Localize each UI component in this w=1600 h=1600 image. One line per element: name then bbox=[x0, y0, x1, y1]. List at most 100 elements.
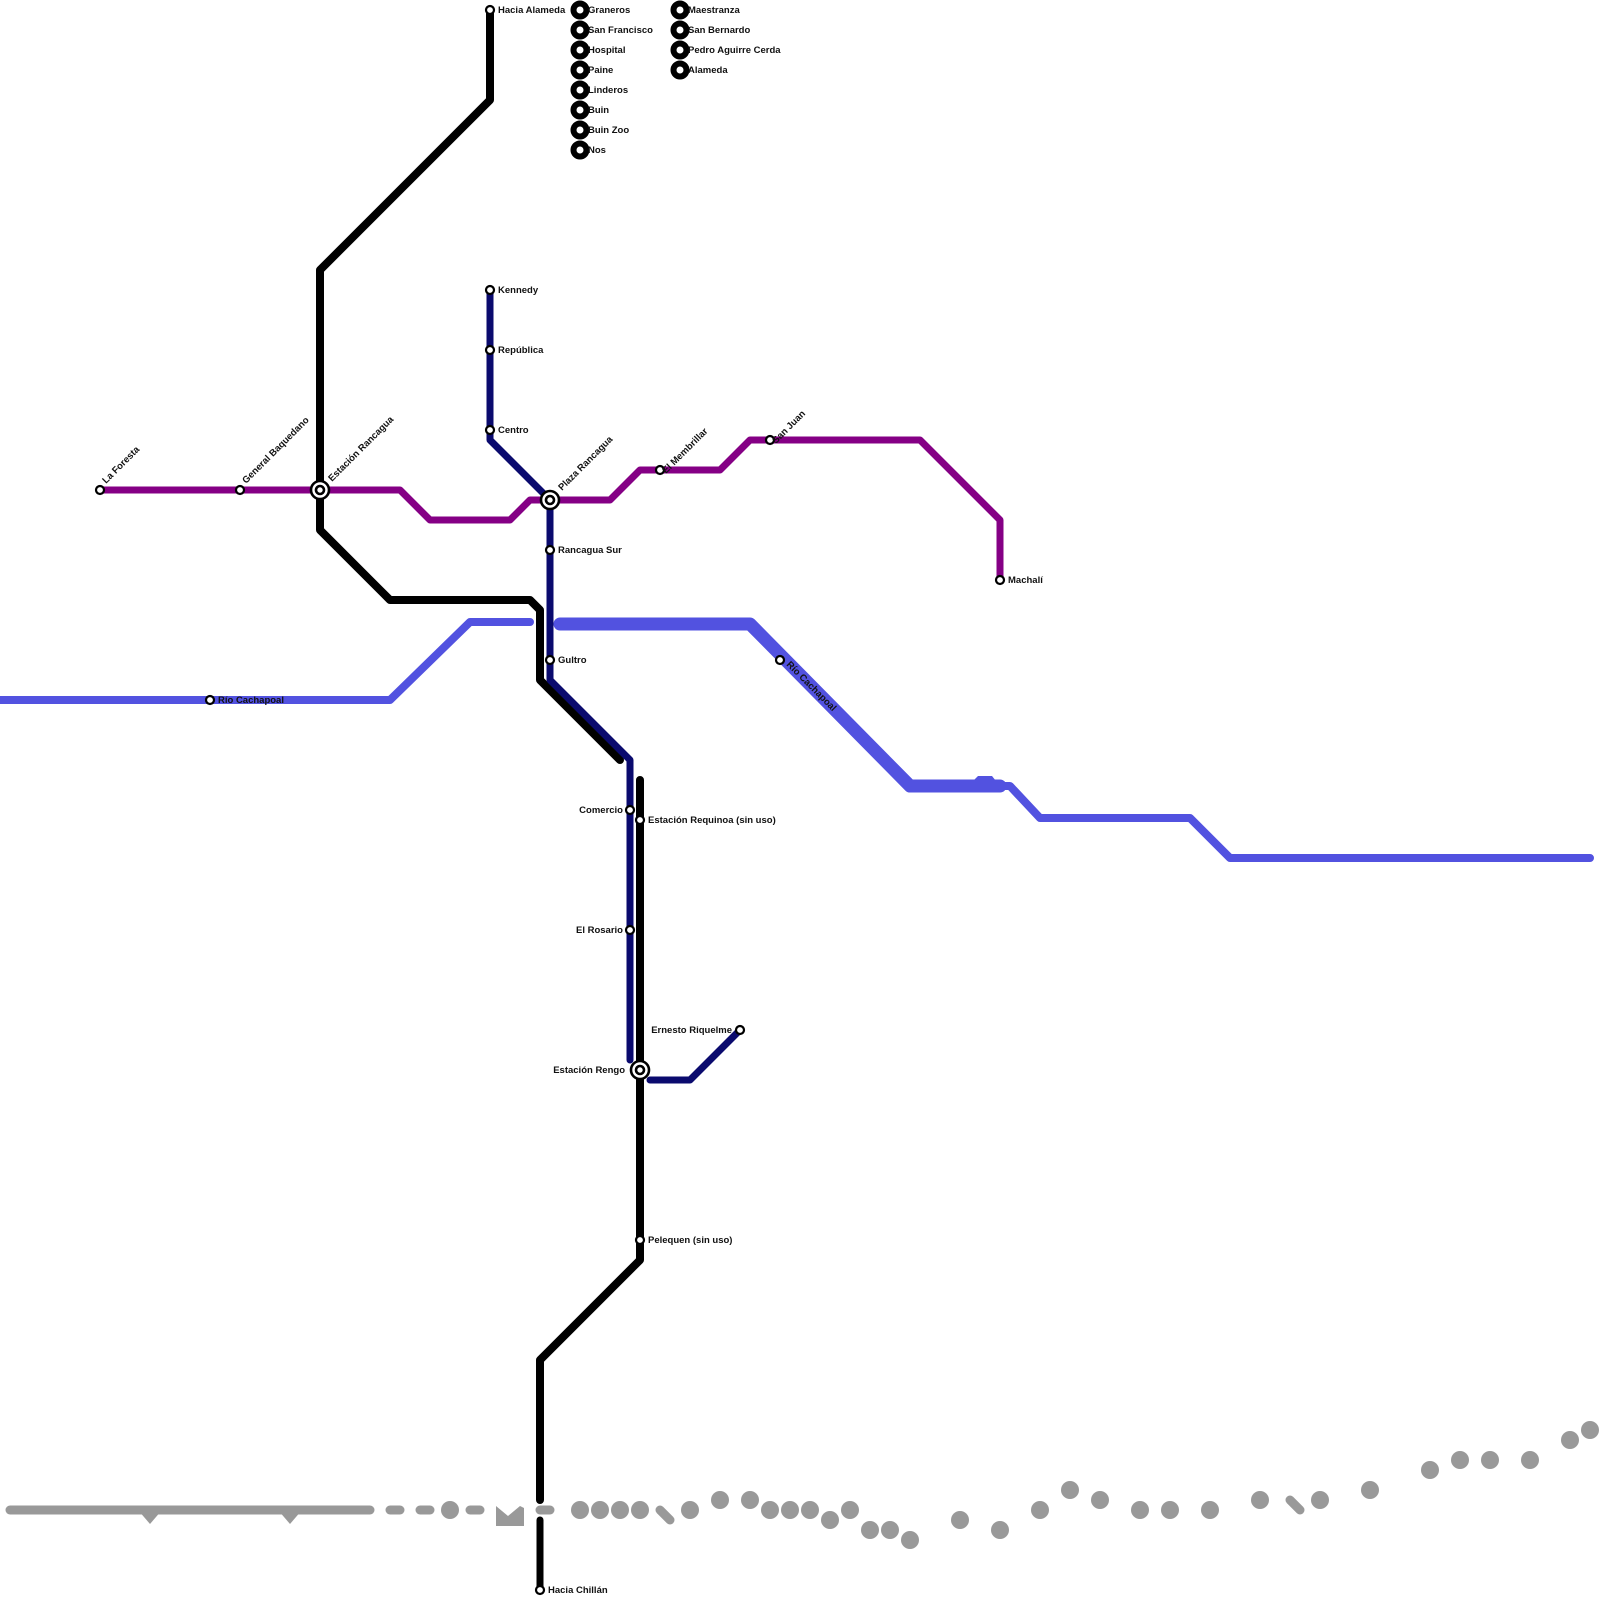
station-el-rosario bbox=[624, 924, 636, 936]
grey-dot bbox=[761, 1501, 779, 1519]
grey-dot bbox=[901, 1531, 919, 1549]
interchange-core bbox=[544, 494, 556, 506]
grey-dot bbox=[1031, 1501, 1049, 1519]
grey-dot bbox=[591, 1501, 609, 1519]
label-comercio: Comercio bbox=[579, 805, 623, 816]
grey-dash bbox=[1285, 1495, 1305, 1515]
label-general-baquedano: General Baquedano bbox=[240, 415, 311, 486]
grey-dash bbox=[655, 1505, 675, 1525]
grey-dot bbox=[1311, 1491, 1329, 1509]
station-list-a bbox=[570, 0, 590, 20]
station-rancagua-sur bbox=[544, 544, 556, 556]
big-station-dot bbox=[578, 68, 582, 72]
station-list-a bbox=[570, 100, 590, 120]
big-station-dot bbox=[678, 68, 682, 72]
station-kennedy bbox=[484, 284, 496, 296]
big-station-dot bbox=[578, 148, 582, 152]
grey-dot bbox=[861, 1521, 879, 1539]
label-hacia-alameda: Hacia Alameda bbox=[498, 5, 566, 16]
grey-dot bbox=[681, 1501, 699, 1519]
grey-dot bbox=[1421, 1461, 1439, 1479]
grey-dot bbox=[1251, 1491, 1269, 1509]
station-list-a bbox=[570, 40, 590, 60]
label-estacion-rengo: Estación Rengo bbox=[553, 1065, 625, 1076]
big-station-dot bbox=[678, 8, 682, 12]
station-machali bbox=[994, 574, 1006, 586]
label-buin-zoo: Buin Zoo bbox=[588, 125, 629, 136]
label-buin: Buin bbox=[588, 105, 609, 116]
grey-dot bbox=[821, 1511, 839, 1529]
big-station-dot bbox=[578, 28, 582, 32]
interchange-core bbox=[314, 484, 326, 496]
label-estacion-requinoa: Estación Requinoa (sin uso) bbox=[648, 815, 776, 826]
station-list-a bbox=[570, 60, 590, 80]
station-san-juan bbox=[764, 434, 776, 446]
label-san-bernardo: San Bernardo bbox=[688, 25, 750, 36]
river-islet bbox=[968, 776, 1000, 786]
station-list-a bbox=[570, 120, 590, 140]
station-republica bbox=[484, 344, 496, 356]
big-station-dot bbox=[578, 128, 582, 132]
station-rio-cachapoal-west bbox=[204, 694, 216, 706]
grey-decoration bbox=[5, 1421, 1599, 1549]
grey-dot bbox=[881, 1521, 899, 1539]
big-station-dot bbox=[678, 28, 682, 32]
station-list-b bbox=[670, 0, 690, 20]
station-list-a bbox=[570, 80, 590, 100]
label-estacion-rancagua: Estación Rancagua bbox=[326, 414, 396, 484]
label-graneros: Graneros bbox=[588, 5, 630, 16]
interchange-core bbox=[634, 1064, 646, 1076]
grey-dot bbox=[1091, 1491, 1109, 1509]
label-rancagua-sur: Rancagua Sur bbox=[558, 545, 622, 556]
station-list-a bbox=[570, 20, 590, 40]
label-hacia-chillan: Hacia Chillán bbox=[548, 1585, 608, 1596]
station-hacia-chillan bbox=[534, 1584, 546, 1596]
label-san-francisco: San Francisco bbox=[588, 25, 653, 36]
big-station-dot bbox=[578, 48, 582, 52]
grey-dot bbox=[611, 1501, 629, 1519]
label-pelequen: Pelequen (sin uso) bbox=[648, 1235, 732, 1246]
grey-dot bbox=[841, 1501, 859, 1519]
label-rio-cachapoal-east: Río Cachapoal bbox=[784, 659, 838, 713]
railway-black-line bbox=[316, 6, 644, 1594]
label-la-foresta: La Foresta bbox=[100, 444, 142, 486]
station-centro bbox=[484, 424, 496, 436]
grey-dot bbox=[1161, 1501, 1179, 1519]
label-rio-cachapoal-west: Río Cachapoal bbox=[218, 695, 284, 706]
label-maestranza: Maestranza bbox=[688, 5, 740, 16]
station-rio-cachapoal-east bbox=[774, 654, 786, 666]
grey-dot bbox=[1361, 1481, 1379, 1499]
grey-dot bbox=[631, 1501, 649, 1519]
grey-notch bbox=[278, 1510, 302, 1524]
label-alameda: Alameda bbox=[688, 65, 728, 76]
grey-dot bbox=[1481, 1451, 1499, 1469]
river-east-segment bbox=[553, 617, 1007, 793]
station-estacion-rancagua bbox=[309, 479, 331, 501]
grey-dot bbox=[1061, 1481, 1079, 1499]
navy-line-path bbox=[486, 286, 634, 1064]
grey-dot bbox=[741, 1491, 759, 1509]
navy-line-branch bbox=[646, 1026, 744, 1084]
grey-dot bbox=[801, 1501, 819, 1519]
grey-dot bbox=[441, 1501, 459, 1519]
label-ernesto-riquelme: Ernesto Riquelme bbox=[651, 1025, 732, 1036]
purple-line-path bbox=[96, 436, 1004, 584]
grey-dot bbox=[1131, 1501, 1149, 1519]
stations bbox=[94, 0, 1006, 1596]
label-paine: Paine bbox=[588, 65, 613, 76]
grey-block bbox=[496, 1506, 524, 1526]
grey-dot bbox=[1521, 1451, 1539, 1469]
station-labels: Hacia Alameda Graneros San Francisco Hos… bbox=[100, 5, 1043, 1596]
river-cachapoal bbox=[0, 617, 1594, 862]
label-el-rosario: El Rosario bbox=[576, 925, 623, 936]
river-east-continuation bbox=[996, 782, 1594, 862]
station-gultro bbox=[544, 654, 556, 666]
big-station-dot bbox=[578, 108, 582, 112]
grey-dot bbox=[711, 1491, 729, 1509]
label-hospital: Hospital bbox=[588, 45, 625, 56]
label-machali: Machalí bbox=[1008, 575, 1043, 586]
railway-south-segment bbox=[536, 776, 644, 1504]
station-general-baquedano bbox=[234, 484, 246, 496]
station-plaza-rancagua bbox=[539, 489, 561, 511]
